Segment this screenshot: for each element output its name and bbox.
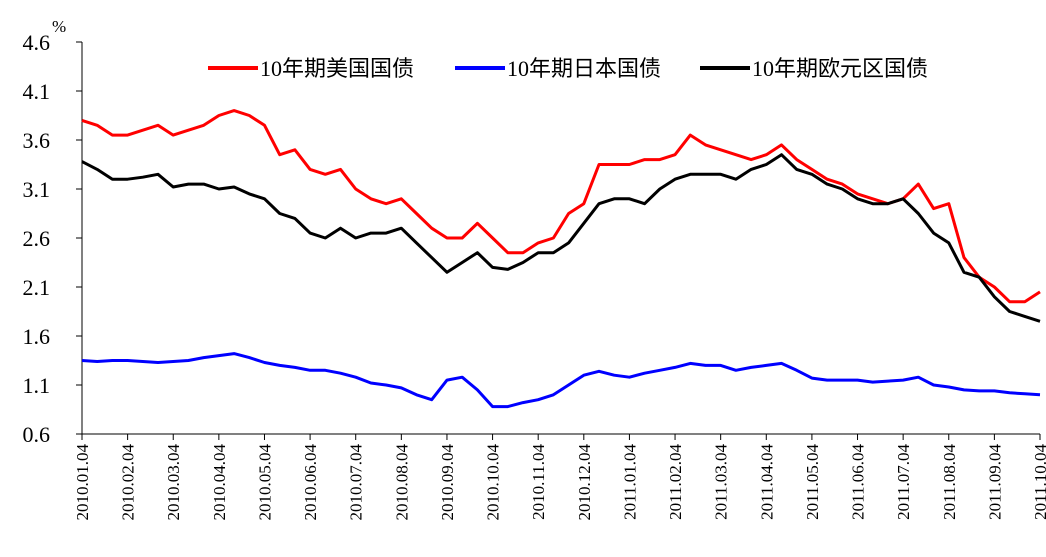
x-tick-label: 2010.03.04 xyxy=(164,444,183,521)
x-tick-label: 2010.10.04 xyxy=(484,444,503,521)
x-tick-label: 2011.10.04 xyxy=(1031,444,1046,520)
x-tick-label: 2010.01.04 xyxy=(73,444,92,521)
x-tick-label: 2010.09.04 xyxy=(438,444,457,521)
legend-label: 10年期日本国债 xyxy=(507,56,661,81)
x-tick-label: 2010.06.04 xyxy=(301,444,320,521)
legend-label: 10年期欧元区国债 xyxy=(752,56,928,81)
series-line xyxy=(81,109,1041,304)
series-line xyxy=(81,153,1041,323)
x-tick-label: 2011.01.04 xyxy=(620,444,639,520)
x-tick-label: 2010.12.04 xyxy=(575,444,594,521)
x-tick-label: 2011.07.04 xyxy=(894,444,913,520)
x-tick-label: 2010.05.04 xyxy=(255,444,274,521)
x-tick-label: 2011.09.04 xyxy=(985,444,1004,520)
series-line xyxy=(81,352,1041,409)
x-tick-label: 2011.08.04 xyxy=(940,444,959,520)
x-tick-label: 2010.11.04 xyxy=(529,444,548,520)
x-tick-label: 2011.04.04 xyxy=(757,444,776,520)
x-tick-label: 2010.02.04 xyxy=(119,444,138,521)
y-tick-label: 2.6 xyxy=(23,226,51,251)
x-tick-label: 2011.06.04 xyxy=(849,444,868,520)
x-tick-label: 2011.03.04 xyxy=(712,444,731,520)
y-tick-label: 4.1 xyxy=(23,79,51,104)
y-tick-label: 4.6 xyxy=(23,30,51,55)
y-tick-label: 1.6 xyxy=(23,324,51,349)
legend-label: 10年期美国国债 xyxy=(260,56,414,81)
y-tick-label: 0.6 xyxy=(23,422,51,447)
x-tick-label: 2010.08.04 xyxy=(392,444,411,521)
y-tick-label: 2.1 xyxy=(23,275,51,300)
y-tick-label: 3.6 xyxy=(23,128,51,153)
y-unit: % xyxy=(52,17,66,36)
x-tick-label: 2011.05.04 xyxy=(803,444,822,520)
x-tick-label: 2010.04.04 xyxy=(210,444,229,521)
y-tick-label: 1.1 xyxy=(23,373,51,398)
x-tick-label: 2010.07.04 xyxy=(347,444,366,521)
y-tick-label: 3.1 xyxy=(23,177,51,202)
x-tick-label: 2011.02.04 xyxy=(666,444,685,520)
